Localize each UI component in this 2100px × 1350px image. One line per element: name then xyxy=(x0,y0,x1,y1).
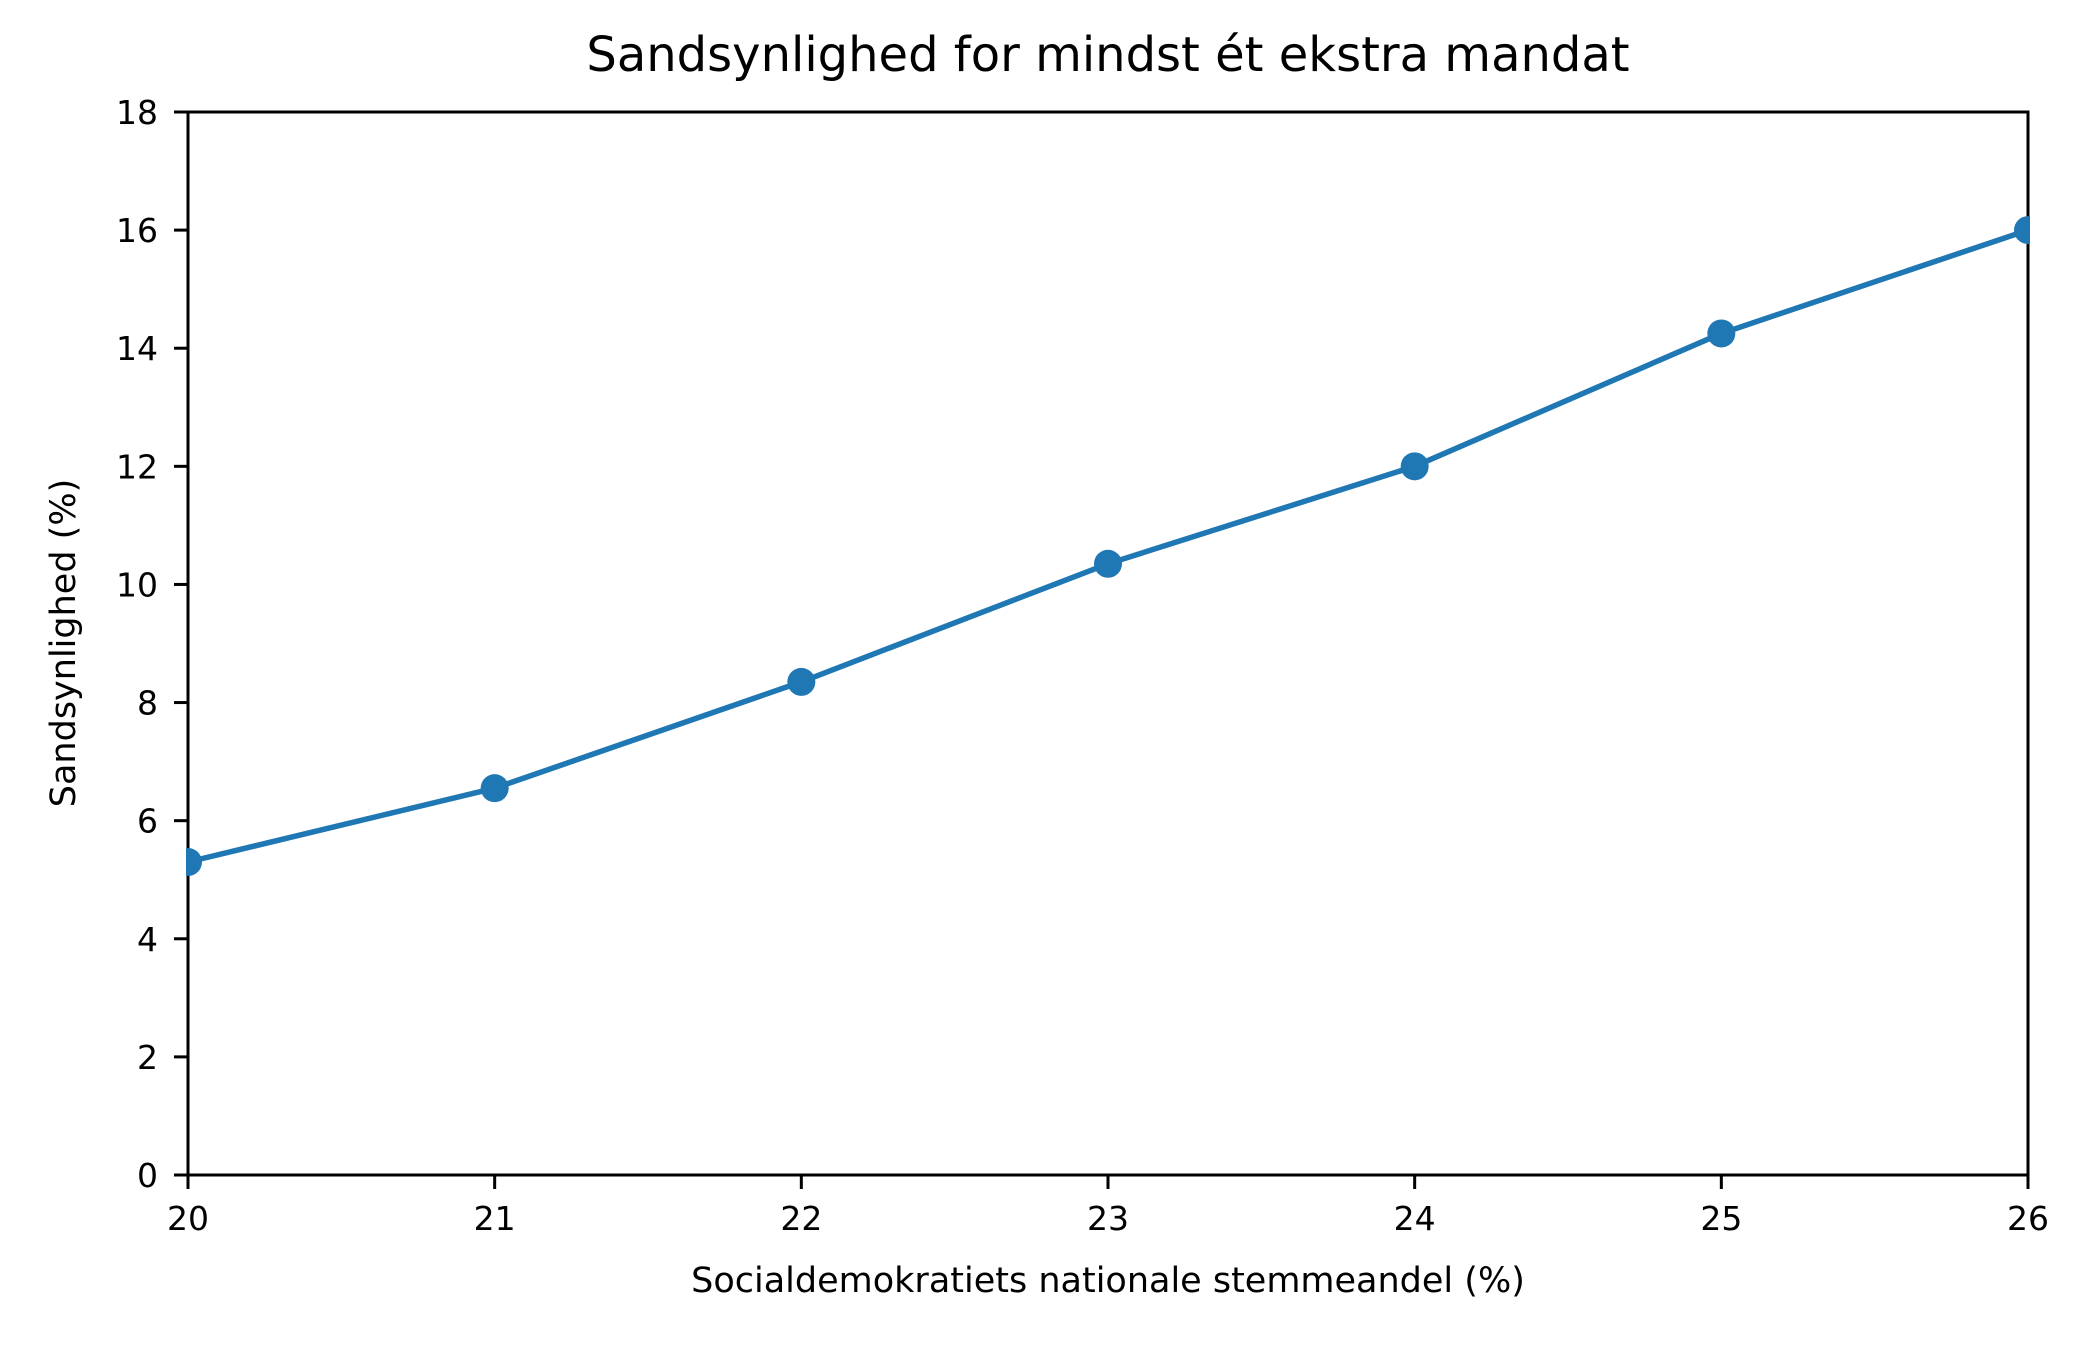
y-tick-label: 2 xyxy=(137,1038,158,1077)
y-tick-label: 12 xyxy=(116,447,158,486)
y-tick-label: 16 xyxy=(116,211,158,250)
y-tick-label: 8 xyxy=(137,684,158,723)
x-tick-label: 26 xyxy=(2007,1199,2049,1238)
data-line xyxy=(186,227,2030,865)
x-tick-label: 20 xyxy=(167,1199,209,1238)
y-tick-label: 10 xyxy=(116,565,158,604)
y-tick-label: 4 xyxy=(137,920,158,959)
x-tick-label: 21 xyxy=(474,1199,516,1238)
data-point-marker xyxy=(1094,549,1122,578)
data-point-marker xyxy=(1707,319,1736,348)
axes-spines xyxy=(186,110,2030,1177)
data-point-marker xyxy=(787,667,816,696)
x-tick-label: 23 xyxy=(1087,1199,1129,1238)
x-tick-label: 24 xyxy=(1394,1199,1436,1238)
chart-title: Sandsynlighed for mindst ét ekstra manda… xyxy=(586,27,1630,83)
y-tick-label: 14 xyxy=(116,329,158,368)
data-point-marker xyxy=(186,848,202,877)
x-tick-label: 22 xyxy=(780,1199,822,1238)
x-axis-label: Socialdemokratiets nationale stemmeandel… xyxy=(691,1261,1525,1301)
x-tick-label: 25 xyxy=(1700,1199,1742,1238)
data-point-marker xyxy=(1400,452,1429,481)
y-tick-label: 18 xyxy=(116,93,158,132)
data-point-marker xyxy=(2014,216,2030,245)
y-axis-label: Sandsynlighed (%) xyxy=(44,478,84,808)
y-tick-label: 0 xyxy=(137,1156,158,1195)
y-tick-label: 6 xyxy=(137,802,158,841)
data-point-marker xyxy=(480,774,509,803)
